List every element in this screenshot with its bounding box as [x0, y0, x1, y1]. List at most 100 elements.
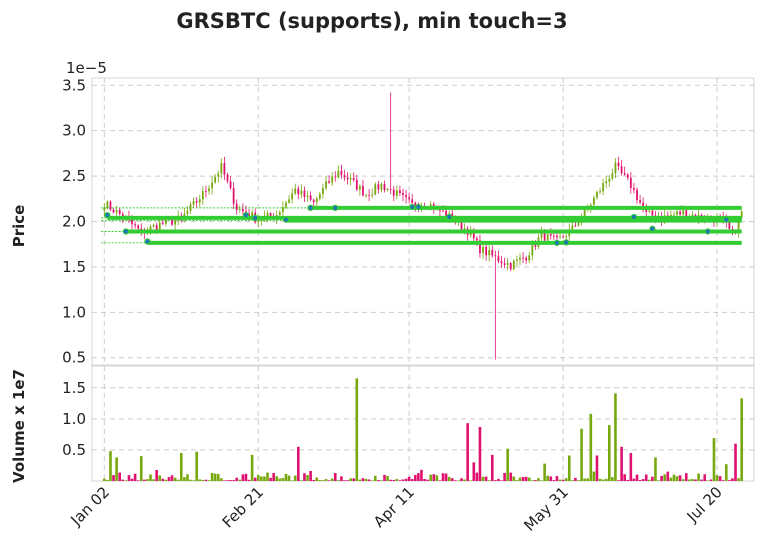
candle-body	[318, 194, 321, 199]
volume-bar	[500, 480, 503, 481]
volume-bar	[740, 398, 743, 481]
volume-bar	[678, 475, 682, 481]
volume-bar	[543, 463, 546, 481]
volume-bar	[189, 479, 192, 481]
candle-body	[131, 219, 133, 225]
volume-bar	[176, 479, 180, 481]
volume-bar	[549, 476, 553, 481]
volume-bar	[651, 476, 654, 481]
volume-bar	[266, 472, 269, 481]
candle-body	[623, 173, 626, 175]
volume-bar	[724, 464, 728, 481]
candle-body	[639, 200, 641, 203]
x-tick-label: Apr 11	[370, 483, 418, 531]
volume-bar	[155, 469, 158, 481]
volume-bar	[389, 479, 392, 481]
volume-bar	[648, 479, 651, 481]
volume-bar	[515, 480, 519, 481]
candle-body	[238, 209, 241, 210]
candle-body	[611, 173, 614, 179]
volume-bar	[450, 478, 454, 481]
volume-bar	[666, 471, 670, 481]
volume-bar	[198, 479, 202, 481]
volume-bar	[161, 478, 165, 481]
volume-y-axis-label: Volume x 1e7	[10, 369, 28, 483]
volume-bar	[364, 478, 368, 481]
candle-body	[669, 214, 672, 217]
candle-body	[198, 199, 201, 203]
price-y-tick-label: 1.0	[62, 303, 86, 321]
volume-bar	[574, 477, 577, 481]
volume-bar	[290, 480, 294, 481]
candle-body	[682, 210, 685, 215]
volume-bar	[164, 479, 168, 481]
volume-bar	[691, 479, 694, 481]
candle-body	[186, 211, 189, 214]
candle-body	[278, 212, 281, 216]
volume-bar	[675, 476, 679, 481]
volume-bar	[432, 474, 436, 481]
volume-bar	[669, 477, 673, 481]
candle-body	[728, 222, 731, 229]
candle-body	[106, 201, 109, 208]
candle-body	[260, 220, 263, 221]
volume-bar	[173, 477, 177, 481]
candle-body	[266, 213, 269, 217]
volume-bar	[632, 478, 636, 481]
candle-body	[288, 199, 290, 203]
volume-bar	[684, 473, 688, 481]
volume-bar	[414, 474, 417, 481]
volume-bar	[580, 428, 583, 481]
volume-bar	[275, 476, 279, 481]
volume-bar	[373, 475, 377, 481]
volume-bar	[521, 476, 525, 481]
candle-body	[737, 217, 740, 232]
touch-marker	[704, 228, 711, 235]
price-y-axis-label: Price	[10, 205, 28, 248]
candle-body	[269, 213, 272, 216]
touch-marker	[307, 204, 314, 211]
candle-body	[371, 194, 374, 196]
x-tick-label: Feb 21	[219, 483, 267, 531]
volume-bar	[253, 477, 257, 481]
candle-body	[583, 208, 586, 218]
volume-bar	[734, 443, 737, 481]
candle-body	[516, 259, 518, 261]
candle-body	[673, 214, 675, 216]
volume-bar	[287, 475, 291, 481]
candle-body	[402, 192, 404, 196]
volume-bar	[487, 480, 491, 481]
candle-body	[386, 189, 389, 191]
candle-body	[636, 189, 638, 201]
volume-bar	[204, 479, 208, 481]
volume-bar	[238, 479, 242, 481]
volume-bar	[130, 478, 134, 481]
volume-bar	[260, 476, 263, 481]
candle-body	[528, 255, 531, 261]
volume-bar	[592, 471, 596, 481]
candle-body	[392, 189, 395, 196]
volume-bar	[210, 473, 214, 481]
volume-bar	[435, 475, 439, 481]
volume-bar	[183, 477, 186, 481]
volume-bar	[567, 455, 571, 481]
candle-body	[164, 218, 167, 224]
candle-body	[358, 185, 361, 190]
candle-body	[171, 219, 173, 225]
volume-bar	[250, 454, 254, 481]
candle-body	[620, 166, 623, 174]
candle-body	[479, 240, 481, 254]
volume-bar	[232, 480, 235, 481]
volume-bar	[121, 479, 125, 481]
volume-bar	[457, 480, 460, 481]
volume-bar	[410, 479, 414, 481]
volume-bar	[167, 477, 171, 481]
volume-bar	[312, 479, 315, 481]
volume-bar	[383, 474, 386, 481]
volume-y-tick-label: 0.5	[62, 441, 86, 459]
volume-gridlines	[92, 366, 754, 481]
candle-body	[472, 231, 475, 239]
candle-body	[642, 202, 645, 208]
candle-body	[676, 211, 678, 215]
volume-bar	[518, 477, 522, 481]
